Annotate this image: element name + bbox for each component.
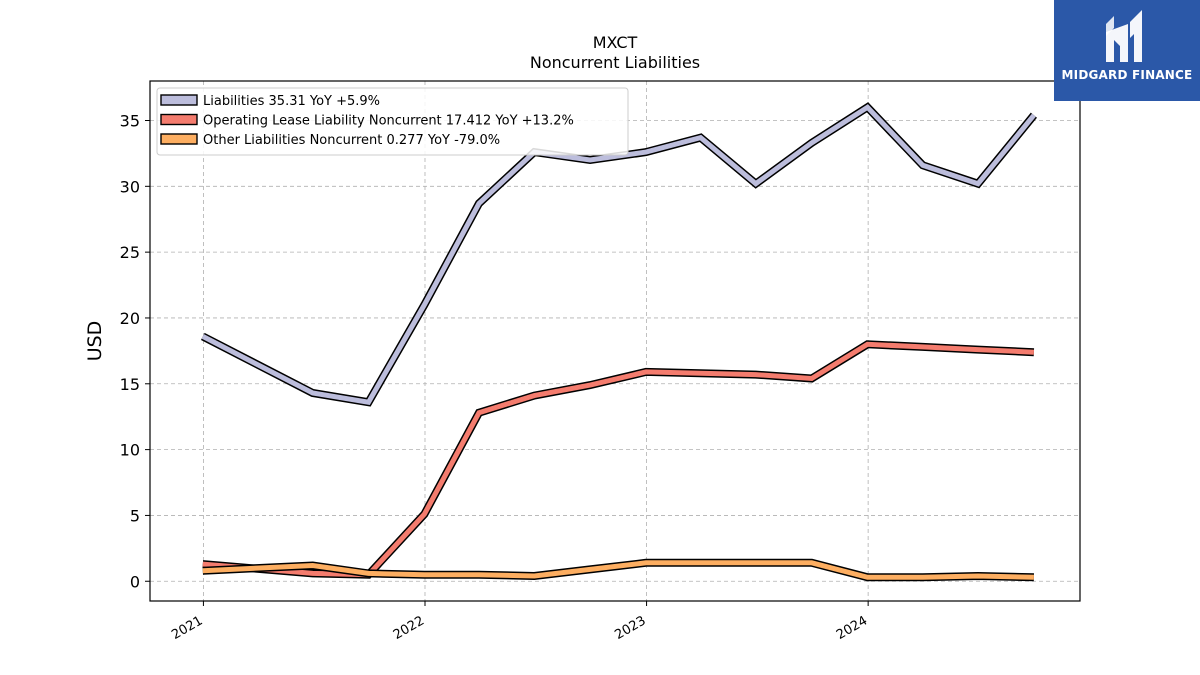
y-tick-label: 15 xyxy=(120,375,140,394)
series-line xyxy=(202,341,1035,578)
y-tick-label: 0 xyxy=(130,572,140,591)
x-tick-label: 2021 xyxy=(169,613,205,643)
plot-frame xyxy=(149,80,1081,602)
y-tick-label: 10 xyxy=(120,441,140,460)
series-lines xyxy=(200,102,1037,582)
y-axis-label: USD xyxy=(84,321,106,362)
legend-entry: Liabilities 35.31 YoY +5.9% xyxy=(203,94,380,109)
x-tick-label: 2023 xyxy=(612,613,648,643)
series-line xyxy=(202,560,1034,580)
chart-title: MXCT xyxy=(593,33,638,52)
logo-text: MIDGARD FINANCE xyxy=(1061,68,1193,82)
brand-logo: MIDGARD FINANCE xyxy=(1054,0,1200,101)
y-tick-label: 20 xyxy=(120,309,140,328)
series-line xyxy=(201,104,1036,405)
y-tick-label: 30 xyxy=(120,177,140,196)
y-tick-label: 5 xyxy=(130,506,140,525)
series-3 xyxy=(202,558,1034,582)
legend-swatch xyxy=(160,133,198,145)
midgard-logo-icon xyxy=(1106,10,1142,62)
legend-swatch xyxy=(160,94,198,106)
series-1 xyxy=(200,102,1037,407)
series-2 xyxy=(202,340,1035,579)
legend-box xyxy=(156,87,629,156)
legend-entry: Operating Lease Liability Noncurrent 17.… xyxy=(203,114,574,129)
y-tick-label: 35 xyxy=(120,111,140,130)
x-axis: 2021 2022 2023 2024 xyxy=(169,601,870,643)
legend: Liabilities 35.31 YoY +5.9% Operating Lea… xyxy=(156,87,629,156)
y-axis: 0 5 10 15 20 25 30 35 xyxy=(120,111,150,591)
x-tick-label: 2024 xyxy=(834,613,870,643)
y-tick-label: 25 xyxy=(120,243,140,262)
chart-subtitle: Noncurrent Liabilities xyxy=(530,53,700,72)
legend-swatch xyxy=(160,113,198,126)
legend-entry: Other Liabilities Noncurrent 0.277 YoY -… xyxy=(203,133,500,148)
x-tick-label: 2022 xyxy=(391,613,427,643)
